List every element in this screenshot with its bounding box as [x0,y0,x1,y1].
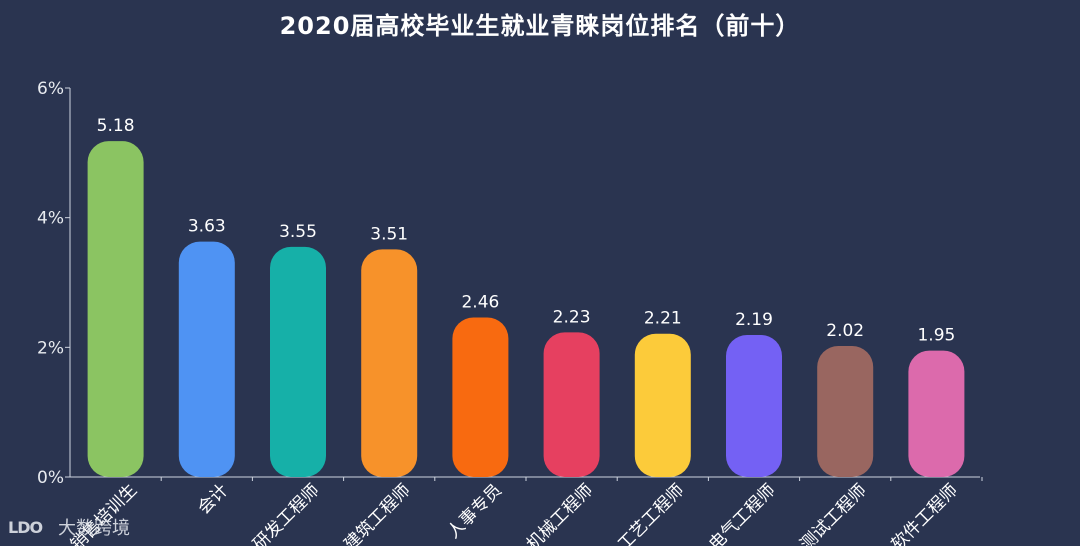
data-label: 3.51 [370,224,408,244]
bar [87,141,144,477]
bar [634,333,691,477]
data-label: 2.46 [461,293,499,313]
watermark-text: 大数跨境 [58,518,130,539]
x-tick-label: 电气工程师 [705,480,779,546]
x-tick-label: 会计 [194,480,232,518]
x-tick-label: 人事专员 [444,480,506,542]
bar [452,317,509,477]
bar [361,249,418,477]
chart-title: 2020届高校毕业生就业青睐岗位排名（前十） [279,12,801,40]
data-label: 3.55 [279,222,317,242]
bar [270,246,326,477]
data-label: 2.21 [644,309,682,329]
data-label: 3.63 [188,217,226,237]
x-tick-label: 测试工程师 [796,480,870,546]
y-tick-label: 0% [37,468,64,488]
bar [543,332,600,477]
x-tick-label: 软件工程师 [888,480,962,546]
data-label: 2.19 [735,310,773,330]
x-tick-label: 工艺工程师 [614,480,688,546]
data-label: 5.18 [97,116,135,136]
y-tick-label: 2% [37,338,64,358]
data-label: 2.02 [826,321,864,341]
x-tick-label: 机械工程师 [523,480,597,546]
bar [726,335,782,477]
bar [817,346,874,477]
bar [908,350,965,477]
bar [178,241,235,477]
y-tick-label: 6% [37,79,64,99]
watermark: LDO 大数跨境 [8,514,130,540]
watermark-logo-icon: LDO [8,517,43,537]
x-tick-label: 研发工程师 [249,480,323,546]
y-tick-label: 4% [37,209,64,229]
x-tick-label: 建筑工程师 [340,480,414,546]
data-label: 2.23 [553,307,591,327]
data-label: 1.95 [917,326,955,346]
